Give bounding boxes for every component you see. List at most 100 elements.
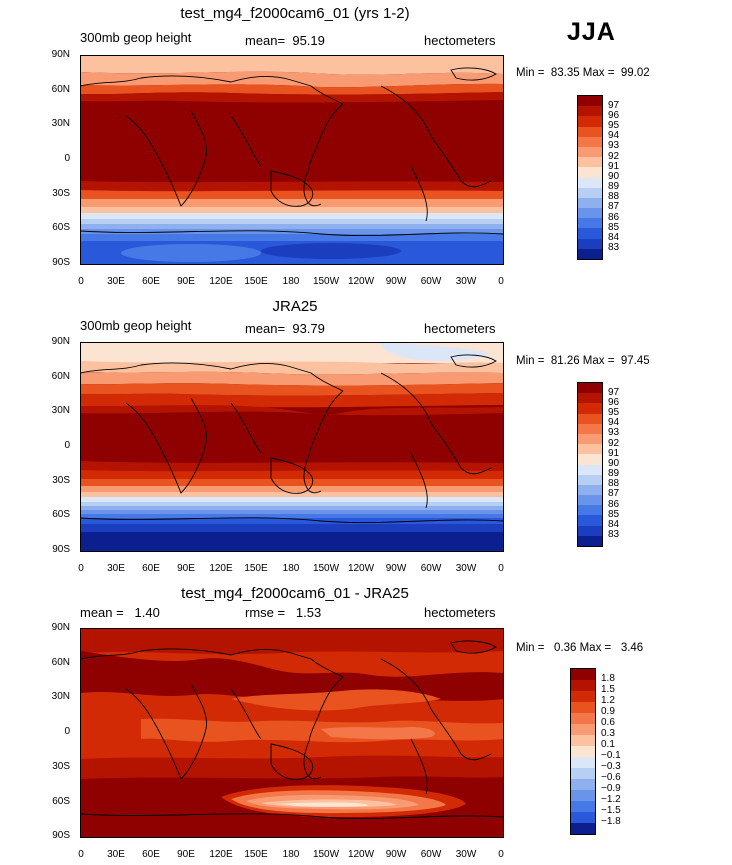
colorbar-label: 92 xyxy=(608,151,620,162)
lon-label: 60E xyxy=(142,849,160,860)
panel-1-units: hectometers xyxy=(424,33,496,48)
lon-label: 30E xyxy=(107,276,125,287)
panel-1-map xyxy=(80,55,504,265)
lat-label: 60S xyxy=(52,796,70,807)
lon-label: 90E xyxy=(177,563,195,574)
lat-label: 0 xyxy=(64,726,70,737)
lat-label: 30S xyxy=(52,475,70,486)
colorbar-label: 86 xyxy=(608,212,620,223)
colorbar-label: 91 xyxy=(608,448,620,459)
colorbar-label: 85 xyxy=(608,222,620,233)
colorbar-label: 84 xyxy=(608,519,620,530)
panel-2-colorbar: 97 96 95 94 93 92 91 90 89 88 87 86 85 8… xyxy=(577,382,619,547)
panel-3-colorbar: 1.8 1.5 1.2 0.9 0.6 0.3 0.1 −0.1 −0.3 −0… xyxy=(570,668,621,835)
colorbar-label: −0.3 xyxy=(601,761,621,772)
lon-label: 30W xyxy=(455,276,477,287)
colorbar-label: 97 xyxy=(608,387,620,398)
lon-label: 30E xyxy=(107,849,125,860)
colorbar-label: 92 xyxy=(608,438,620,449)
lon-label: 0 xyxy=(498,849,504,860)
lon-label: 60W xyxy=(420,563,442,574)
colorbar-label: 91 xyxy=(608,161,620,172)
lon-label: 120W xyxy=(347,276,375,287)
colorbar-swatches xyxy=(577,95,603,260)
colorbar-label: 87 xyxy=(608,488,620,499)
colorbar-label: 96 xyxy=(608,397,620,408)
lat-label: 60S xyxy=(52,509,70,520)
lon-label: 180 xyxy=(282,849,300,860)
colorbar-label: 97 xyxy=(608,100,620,111)
lat-label: 0 xyxy=(64,153,70,164)
colorbar-label: 0.9 xyxy=(601,706,615,717)
lon-label: 150E xyxy=(244,563,268,574)
panel-3-minmax: Min = 0.36 Max = 3.46 xyxy=(516,642,644,654)
colorbar-label: −0.6 xyxy=(601,772,621,783)
lon-label: 150W xyxy=(312,276,340,287)
lon-label: 180 xyxy=(282,276,300,287)
colorbar-label: 93 xyxy=(608,140,620,151)
colorbar-label: 94 xyxy=(608,130,620,141)
lat-label: 30N xyxy=(51,405,70,416)
panel-2-title: JRA25 xyxy=(272,298,318,315)
panel-1-minmax: Min = 83.35 Max = 99.02 xyxy=(516,67,650,79)
lon-label: 180 xyxy=(282,563,300,574)
lon-label: 0 xyxy=(78,563,84,574)
colorbar-label: 83 xyxy=(608,529,620,540)
colorbar-swatches xyxy=(577,382,603,547)
panel-2-mean: mean= 93.79 xyxy=(245,321,325,336)
colorbar-label: 88 xyxy=(608,478,620,489)
lon-label: 90W xyxy=(385,849,407,860)
lat-label: 60N xyxy=(51,657,70,668)
panel-3-rmse: rmse = 1.53 xyxy=(245,605,322,620)
lon-label: 120E xyxy=(209,563,233,574)
lon-label: 150W xyxy=(312,563,340,574)
lon-label: 60E xyxy=(142,563,160,574)
lat-label: 90S xyxy=(52,544,70,555)
colorbar-label: 1.8 xyxy=(601,673,615,684)
colorbar-label: 1.5 xyxy=(601,684,615,695)
lon-label: 120W xyxy=(347,849,375,860)
colorbar-label: 83 xyxy=(608,242,620,253)
lat-label: 30S xyxy=(52,761,70,772)
lon-label: 0 xyxy=(78,849,84,860)
colorbar-label: 85 xyxy=(608,509,620,520)
lon-label: 150W xyxy=(312,849,340,860)
lon-label: 90E xyxy=(177,276,195,287)
colorbar-label: −1.5 xyxy=(601,805,621,816)
lat-label: 90N xyxy=(51,336,70,347)
panel-1-mean: mean= 95.19 xyxy=(245,33,325,48)
lat-label: 30N xyxy=(51,691,70,702)
lon-label: 60W xyxy=(420,276,442,287)
lon-label: 0 xyxy=(498,563,504,574)
panel-2-map xyxy=(80,342,504,552)
colorbar-label: 89 xyxy=(608,468,620,479)
panel-3-units: hectometers xyxy=(424,605,496,620)
lon-label: 90W xyxy=(385,563,407,574)
panel-1-title: test_mg4_f2000cam6_01 (yrs 1-2) xyxy=(180,5,410,22)
colorbar-label: −0.1 xyxy=(601,750,621,761)
colorbar-label: 94 xyxy=(608,417,620,428)
lon-label: 30W xyxy=(455,849,477,860)
lat-label: 60N xyxy=(51,371,70,382)
panel-3-mean: mean = 1.40 xyxy=(80,605,160,620)
lat-label: 0 xyxy=(64,440,70,451)
lon-label: 120W xyxy=(347,563,375,574)
colorbar-label: 0.1 xyxy=(601,739,615,750)
colorbar-label: 95 xyxy=(608,120,620,131)
colorbar-label: 93 xyxy=(608,427,620,438)
lon-label: 60E xyxy=(142,276,160,287)
lat-label: 90S xyxy=(52,257,70,268)
colorbar-label: 0.3 xyxy=(601,728,615,739)
lon-label: 60W xyxy=(420,849,442,860)
lon-label: 120E xyxy=(209,276,233,287)
lon-label: 0 xyxy=(78,276,84,287)
season-label: JJA xyxy=(567,18,616,46)
colorbar-label: 0.6 xyxy=(601,717,615,728)
lon-label: 30W xyxy=(455,563,477,574)
panel-2-left-label: 300mb geop height xyxy=(80,318,192,333)
panel-1-left-label: 300mb geop height xyxy=(80,30,192,45)
panel-2-minmax: Min = 81.26 Max = 97.45 xyxy=(516,355,650,367)
colorbar-label: 89 xyxy=(608,181,620,192)
lat-label: 30S xyxy=(52,188,70,199)
colorbar-label: 84 xyxy=(608,232,620,243)
